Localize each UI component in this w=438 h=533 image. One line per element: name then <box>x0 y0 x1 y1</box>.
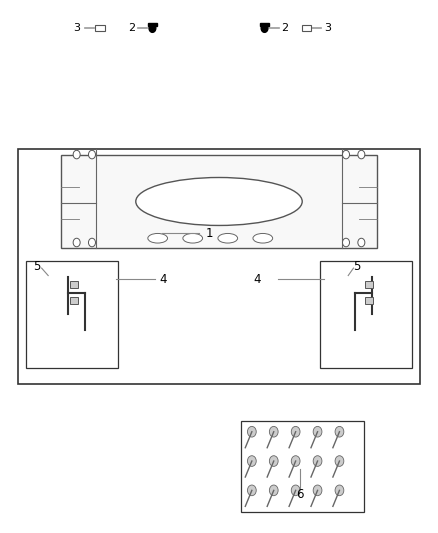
Text: 3: 3 <box>73 23 80 33</box>
Bar <box>302 25 311 31</box>
Bar <box>26 261 118 368</box>
Circle shape <box>358 150 365 159</box>
Text: 2: 2 <box>128 23 135 33</box>
Circle shape <box>261 24 268 33</box>
Bar <box>148 23 157 27</box>
Circle shape <box>313 426 322 437</box>
Circle shape <box>247 485 256 496</box>
Circle shape <box>88 238 95 247</box>
Circle shape <box>149 24 156 33</box>
Circle shape <box>343 238 350 247</box>
Circle shape <box>343 150 350 159</box>
Circle shape <box>269 456 278 466</box>
Circle shape <box>291 456 300 466</box>
Text: 4: 4 <box>253 273 261 286</box>
Text: 2: 2 <box>281 23 288 33</box>
Text: 5: 5 <box>34 260 41 273</box>
Bar <box>365 297 373 304</box>
Bar <box>18 149 420 384</box>
Ellipse shape <box>253 233 272 243</box>
Circle shape <box>335 456 344 466</box>
Text: 1: 1 <box>206 227 213 240</box>
Circle shape <box>269 426 278 437</box>
Text: 6: 6 <box>296 488 304 501</box>
Ellipse shape <box>218 233 237 243</box>
Text: 5: 5 <box>353 260 360 273</box>
Circle shape <box>73 150 80 159</box>
Circle shape <box>335 485 344 496</box>
Bar <box>241 421 364 512</box>
Bar <box>95 25 105 31</box>
Circle shape <box>313 485 322 496</box>
Text: 4: 4 <box>160 273 167 286</box>
Bar <box>365 281 373 288</box>
Circle shape <box>313 456 322 466</box>
Circle shape <box>247 426 256 437</box>
Bar <box>70 297 78 304</box>
Circle shape <box>269 485 278 496</box>
Ellipse shape <box>183 233 202 243</box>
Text: 3: 3 <box>324 23 331 33</box>
Circle shape <box>291 426 300 437</box>
Bar <box>61 155 377 248</box>
Circle shape <box>88 150 95 159</box>
Circle shape <box>73 238 80 247</box>
Circle shape <box>291 485 300 496</box>
Circle shape <box>247 456 256 466</box>
Circle shape <box>335 426 344 437</box>
Circle shape <box>358 238 365 247</box>
Bar <box>320 261 412 368</box>
Ellipse shape <box>136 177 302 225</box>
Bar <box>260 23 269 27</box>
Bar <box>70 281 78 288</box>
Ellipse shape <box>148 233 167 243</box>
